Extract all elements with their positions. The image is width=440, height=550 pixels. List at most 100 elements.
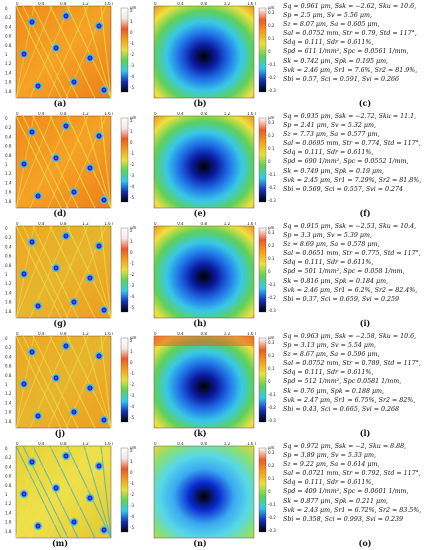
- svg-text:0.1: 0.1: [268, 476, 275, 481]
- parameter-line: Sk = 0.76 μm, Spk = 0.188 μm,: [283, 387, 385, 395]
- parameter-line: Sk = 0.749 μm, Spk = 0.19 μm,: [283, 167, 385, 175]
- svg-text:0.8: 0.8: [5, 153, 12, 158]
- parameter-line: Sk = 0.816 μm, Spk = 0.184 μm,: [283, 277, 389, 285]
- svg-text:1.4: 1.4: [5, 510, 12, 515]
- svg-text:0: 0: [130, 30, 133, 35]
- svg-text:0: 0: [268, 159, 271, 164]
- svg-text:-3: -3: [130, 393, 134, 398]
- svg-text:0: 0: [5, 6, 8, 11]
- svg-text:0: 0: [130, 140, 133, 145]
- panel-caption-middle: (n): [193, 538, 207, 548]
- svg-text:-0.3: -0.3: [268, 88, 276, 93]
- svg-text:1: 1: [130, 459, 133, 464]
- svg-text:0: 0: [154, 222, 157, 226]
- parameter-line: Sal = 0.0651 mm, Str = 0.775, Std = 117°…: [283, 250, 421, 258]
- svg-text:1.6: 1.6: [5, 520, 12, 525]
- parameter-line: Spd = 690 1/mm², Spc = 0.0552 1/mm,: [283, 158, 409, 166]
- height-colorbar: 2 1 0 -1 -2 -3 -4 -5 μm: [120, 5, 142, 98]
- svg-text:0.4: 0.4: [38, 112, 45, 116]
- svg-text:1.2: 1.2: [5, 171, 12, 176]
- svg-text:0.2: 0.2: [268, 243, 275, 248]
- svg-text:0: 0: [16, 112, 19, 116]
- svg-text:1.8: 1.8: [5, 89, 12, 94]
- svg-text:1.6 mm: 1.6 mm: [104, 2, 113, 6]
- svg-text:-3: -3: [130, 503, 134, 508]
- svg-text:0: 0: [154, 2, 157, 6]
- svg-text:1.6 mm: 1.6 mm: [104, 112, 113, 116]
- svg-text:-0.1: -0.1: [268, 172, 276, 177]
- svg-text:0.8: 0.8: [5, 483, 12, 488]
- svg-text:0: 0: [268, 269, 271, 274]
- svg-text:1.4: 1.4: [5, 70, 12, 75]
- parameter-line: Sq = 0.963 μm, Ssk = −2.58, Sku = 10.6,: [283, 333, 417, 340]
- svg-text:0: 0: [154, 332, 157, 336]
- svg-text:μm: μm: [130, 116, 137, 120]
- parameter-line: Spd = 501 1/mm², Spc = 0.058 1/mm,: [283, 268, 405, 276]
- parameter-line: Sz = 8.07 μm, Sa = 0.605 μm,: [283, 21, 380, 29]
- svg-text:0.8: 0.8: [60, 112, 67, 116]
- svg-text:1.4: 1.4: [5, 290, 12, 295]
- height-colorbar: 2 1 0 -1 -2 -3 -4 -5 μm: [120, 225, 142, 318]
- parameter-line: Sk = 0.742 μm, Spk = 0.195 μm,: [283, 57, 389, 65]
- svg-text:1.2: 1.2: [224, 112, 231, 116]
- panel-caption-left: (d): [53, 208, 67, 218]
- svg-text:0: 0: [16, 442, 19, 446]
- svg-text:-0.1: -0.1: [268, 502, 276, 507]
- svg-text:1.6: 1.6: [5, 410, 12, 415]
- svg-text:0.8: 0.8: [5, 263, 12, 268]
- svg-text:0.1: 0.1: [268, 366, 275, 371]
- roughness-parameters: Sq = 0.963 μm, Ssk = −2.58, Sku = 10.6, S…: [283, 332, 440, 414]
- panel-caption-left: (m): [51, 538, 69, 548]
- svg-text:0: 0: [130, 470, 133, 475]
- parameter-line: Sbi = 0.57, Sci = 0.591, Svi = 0.266: [283, 75, 400, 83]
- svg-text:0: 0: [5, 446, 8, 451]
- panel-row: 0 0.4 0.8 1.2 1.6 mm 0 0.2 0.4 0.6 0.8 1 1.2 1.4 1.6 1…: [0, 330, 440, 440]
- svg-text:0.8: 0.8: [201, 332, 208, 336]
- svg-text:0.8: 0.8: [60, 442, 67, 446]
- parameter-line: Sq = 0.961 μm, Ssk = −2.62, Sku = 10.6,: [283, 3, 417, 10]
- parameter-line: Sdq = 0.111, Sdr = 0.611%,: [283, 259, 374, 267]
- svg-text:-0.3: -0.3: [268, 528, 276, 533]
- surface-height-map: 0 0.4 0.8 1.2 1.6 mm 0 0.2 0.4 0.6 0.8 1 1.2 1.4 1.6 1…: [4, 2, 113, 100]
- svg-text:0.4: 0.4: [177, 222, 184, 226]
- svg-text:2: 2: [130, 228, 133, 233]
- svg-text:-1: -1: [130, 481, 134, 486]
- svg-text:-4: -4: [130, 514, 134, 519]
- svg-text:1.2: 1.2: [82, 2, 89, 6]
- svg-text:-2: -2: [130, 52, 134, 57]
- svg-text:-0.1: -0.1: [268, 282, 276, 287]
- parameter-line: Sz = 9.22 μm, Sa = 0.614 μm,: [283, 461, 380, 469]
- svg-text:0: 0: [5, 336, 8, 341]
- parameter-line: Spd = 409 1/mm², Spc = 0.0601 1/mm,: [283, 488, 409, 496]
- svg-text:-1: -1: [130, 261, 134, 266]
- svg-text:-0.2: -0.2: [268, 75, 276, 80]
- panel-caption-right: (o): [358, 538, 372, 548]
- svg-text:0.6: 0.6: [5, 144, 12, 149]
- svg-text:0: 0: [268, 379, 271, 384]
- svg-text:1: 1: [5, 492, 8, 497]
- svg-text:0.8: 0.8: [60, 222, 67, 226]
- roughness-parameters: Sq = 0.935 μm, Ssk = −2.72, Sku = 11.1, S…: [283, 112, 440, 194]
- svg-text:0.8: 0.8: [5, 373, 12, 378]
- svg-text:0.1: 0.1: [268, 256, 275, 261]
- panel-caption-right: (l): [359, 428, 371, 438]
- svg-text:-3: -3: [130, 283, 134, 288]
- svg-text:1.6 mm: 1.6 mm: [104, 222, 113, 226]
- svg-text:1.6 mm: 1.6 mm: [247, 112, 256, 116]
- svg-text:1.6: 1.6: [5, 190, 12, 195]
- parameter-line: Sal = 0.0695 mm, Str = 0.774, Std = 117°…: [283, 140, 421, 148]
- svg-text:μm: μm: [130, 336, 137, 340]
- waviness-colorbar: 0.3 0.2 0.1 0 -0.1 -0.2 -0.3 μm: [258, 335, 282, 428]
- parameter-line: Sbi = 0.358, Sci = 0.993, Svi = 0.239: [283, 515, 404, 523]
- waviness-colorbar: 0.3 0.2 0.1 0 -0.1 -0.2 -0.3 μm: [258, 115, 282, 208]
- svg-text:1.2: 1.2: [224, 332, 231, 336]
- svg-text:-4: -4: [130, 404, 134, 409]
- svg-text:1.6 mm: 1.6 mm: [247, 442, 256, 446]
- waviness-colorbar: 0.3 0.2 0.1 0 -0.1 -0.2 -0.3 μm: [258, 445, 282, 538]
- svg-text:0: 0: [268, 49, 271, 54]
- surface-height-map: 0 0.4 0.8 1.2 1.6 mm 0 0.2 0.4 0.6 0.8 1 1.2 1.4 1.6 1…: [4, 332, 113, 430]
- svg-text:1.8: 1.8: [5, 199, 12, 204]
- parameter-line: Sp = 2.5 μm, Sv = 5.56 μm,: [283, 12, 372, 20]
- parameter-line: Svk = 2.47 μm, Sr1 = 6.75%, Sr2 = 82%,: [283, 396, 416, 404]
- parameter-line: Sbi = 0.43, Sci = 0.665, Svi = 0.268: [283, 405, 400, 413]
